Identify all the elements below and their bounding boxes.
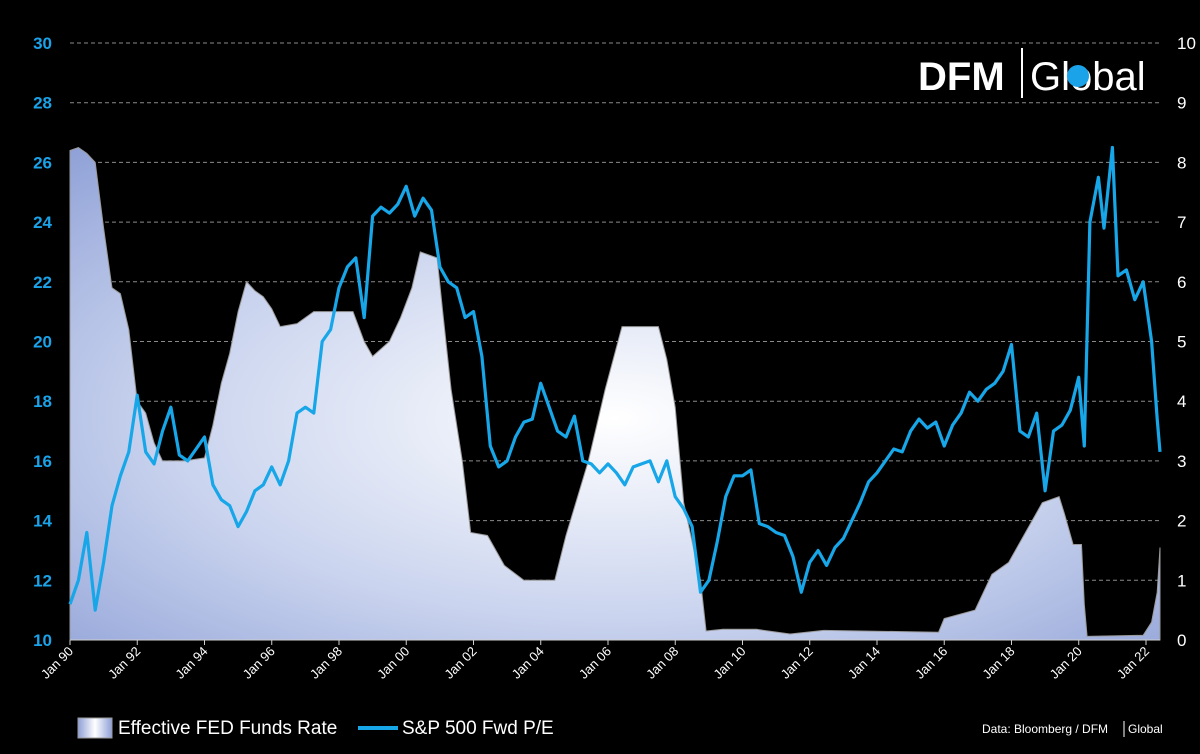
x-tick-label: Jan 96 bbox=[240, 644, 278, 682]
x-tick-label: Jan 04 bbox=[509, 644, 547, 682]
left-tick-label: 28 bbox=[33, 94, 52, 113]
legend: Effective FED Funds Rate S&P 500 Fwd P/E bbox=[77, 717, 554, 739]
x-tick-label: Jan 08 bbox=[643, 644, 681, 682]
x-tick-label: Jan 14 bbox=[845, 644, 883, 682]
right-tick-label: 5 bbox=[1177, 333, 1186, 352]
x-tick-label: Jan 06 bbox=[576, 644, 614, 682]
left-tick-label: 22 bbox=[33, 273, 52, 292]
right-tick-label: 7 bbox=[1177, 213, 1186, 232]
left-tick-label: 20 bbox=[33, 333, 52, 352]
left-tick-label: 12 bbox=[33, 571, 52, 590]
left-tick-label: 10 bbox=[33, 631, 52, 650]
x-tick-label: Jan 16 bbox=[912, 644, 950, 682]
right-tick-label: 0 bbox=[1177, 631, 1186, 650]
legend-label-sp500: S&P 500 Fwd P/E bbox=[402, 718, 554, 739]
left-axis-ticks: 10 12 14 16 18 20 22 24 26 28 30 bbox=[33, 34, 52, 650]
right-tick-label: 3 bbox=[1177, 452, 1186, 471]
sp500-pe-line bbox=[68, 145, 1162, 612]
x-tick-label: Jan 92 bbox=[105, 644, 143, 682]
source-note: Data: Bloomberg / DFM Global bbox=[982, 721, 1163, 737]
left-tick-label: 16 bbox=[33, 452, 52, 471]
left-tick-label: 24 bbox=[33, 213, 52, 232]
x-tick-label: Jan 94 bbox=[172, 644, 210, 682]
x-tick-label: Jan 20 bbox=[1047, 644, 1085, 682]
dfm-global-logo: DFM Global bbox=[918, 48, 1146, 99]
source-suffix: Global bbox=[1128, 722, 1163, 736]
right-tick-label: 6 bbox=[1177, 273, 1186, 292]
source-prefix: Data: Bloomberg / DFM bbox=[982, 722, 1108, 736]
legend-swatch-area bbox=[77, 717, 113, 739]
globe-icon bbox=[1067, 65, 1089, 87]
x-tick-label: Jan 18 bbox=[979, 644, 1017, 682]
right-tick-label: 4 bbox=[1177, 392, 1186, 411]
right-tick-label: 10 bbox=[1177, 34, 1196, 53]
x-tick-label: Jan 02 bbox=[441, 644, 479, 682]
right-axis-ticks: 0 1 2 3 4 5 6 7 8 9 10 bbox=[1177, 34, 1196, 650]
right-tick-label: 8 bbox=[1177, 153, 1186, 172]
left-tick-label: 18 bbox=[33, 392, 52, 411]
x-tick-label: Jan 22 bbox=[1114, 644, 1152, 682]
fed-funds-area bbox=[69, 146, 1161, 641]
x-tick-label: Jan 98 bbox=[307, 644, 345, 682]
left-tick-label: 26 bbox=[33, 153, 52, 172]
x-tick-label: Jan 12 bbox=[778, 644, 816, 682]
x-axis-ticks: Jan 90 Jan 92 Jan 94 Jan 96 Jan 98 Jan 00 Jan … bbox=[38, 640, 1152, 682]
left-tick-label: 14 bbox=[33, 512, 52, 531]
legend-label-fed-funds: Effective FED Funds Rate bbox=[118, 718, 337, 739]
left-tick-label: 30 bbox=[33, 34, 52, 53]
right-tick-label: 9 bbox=[1177, 94, 1186, 113]
right-tick-label: 1 bbox=[1177, 571, 1186, 590]
logo-text-dfm: DFM bbox=[918, 55, 1005, 99]
right-tick-label: 2 bbox=[1177, 512, 1186, 531]
x-tick-label: Jan 00 bbox=[374, 644, 412, 682]
x-tick-label: Jan 10 bbox=[710, 644, 748, 682]
